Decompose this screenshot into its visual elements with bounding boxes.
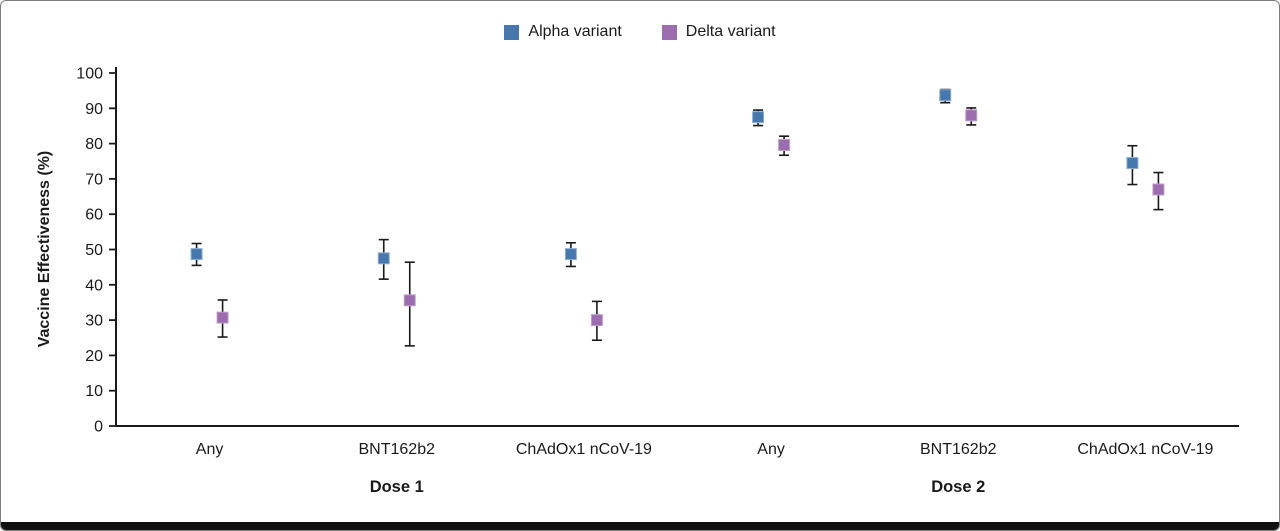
legend-item: Delta variant (661, 23, 776, 41)
data-point-marker (403, 294, 416, 307)
data-point-marker (190, 248, 203, 261)
data-point-marker (965, 109, 978, 122)
group-label: Dose 2 (931, 478, 985, 496)
data-point-marker (377, 252, 390, 265)
data-point-marker (778, 139, 791, 152)
y-tick-label: 90 (85, 101, 103, 118)
legend-item: Alpha variant (504, 23, 622, 41)
y-tick-label: 20 (85, 348, 103, 365)
legend-label: Alpha variant (528, 23, 622, 40)
data-point-marker (752, 111, 765, 124)
category-label: BNT162b2 (359, 441, 436, 458)
data-point-marker (939, 89, 952, 102)
category-label: ChAdOx1 nCoV-19 (516, 441, 652, 458)
data-point-marker (590, 314, 603, 327)
category-label: Any (196, 441, 224, 458)
group-label: Dose 1 (370, 478, 424, 496)
legend-swatch-icon (661, 24, 677, 40)
figure-bottom-bar (1, 522, 1279, 530)
data-point-marker (216, 311, 229, 324)
y-tick-label: 70 (85, 171, 103, 188)
category-label: Any (757, 441, 785, 458)
legend-label: Delta variant (685, 23, 776, 40)
data-point-marker (564, 248, 577, 261)
y-axis-title: Vaccine Effectiveness (%) (36, 150, 53, 348)
data-point-marker (1126, 157, 1139, 170)
legend-swatch-icon (504, 24, 520, 40)
y-tick-label: 80 (85, 136, 103, 153)
y-tick-label: 50 (85, 242, 103, 259)
y-tick-label: 40 (85, 277, 103, 294)
chart-legend: Alpha variant Delta variant (1, 23, 1279, 41)
category-label: ChAdOx1 nCoV-19 (1077, 441, 1213, 458)
y-tick-label: 10 (85, 383, 103, 400)
y-tick-label: 60 (85, 207, 103, 224)
data-point-marker (1152, 183, 1165, 196)
category-label: BNT162b2 (920, 441, 997, 458)
y-tick-label: 0 (94, 419, 103, 436)
y-tick-label: 30 (85, 313, 103, 330)
y-tick-label: 100 (76, 66, 103, 83)
